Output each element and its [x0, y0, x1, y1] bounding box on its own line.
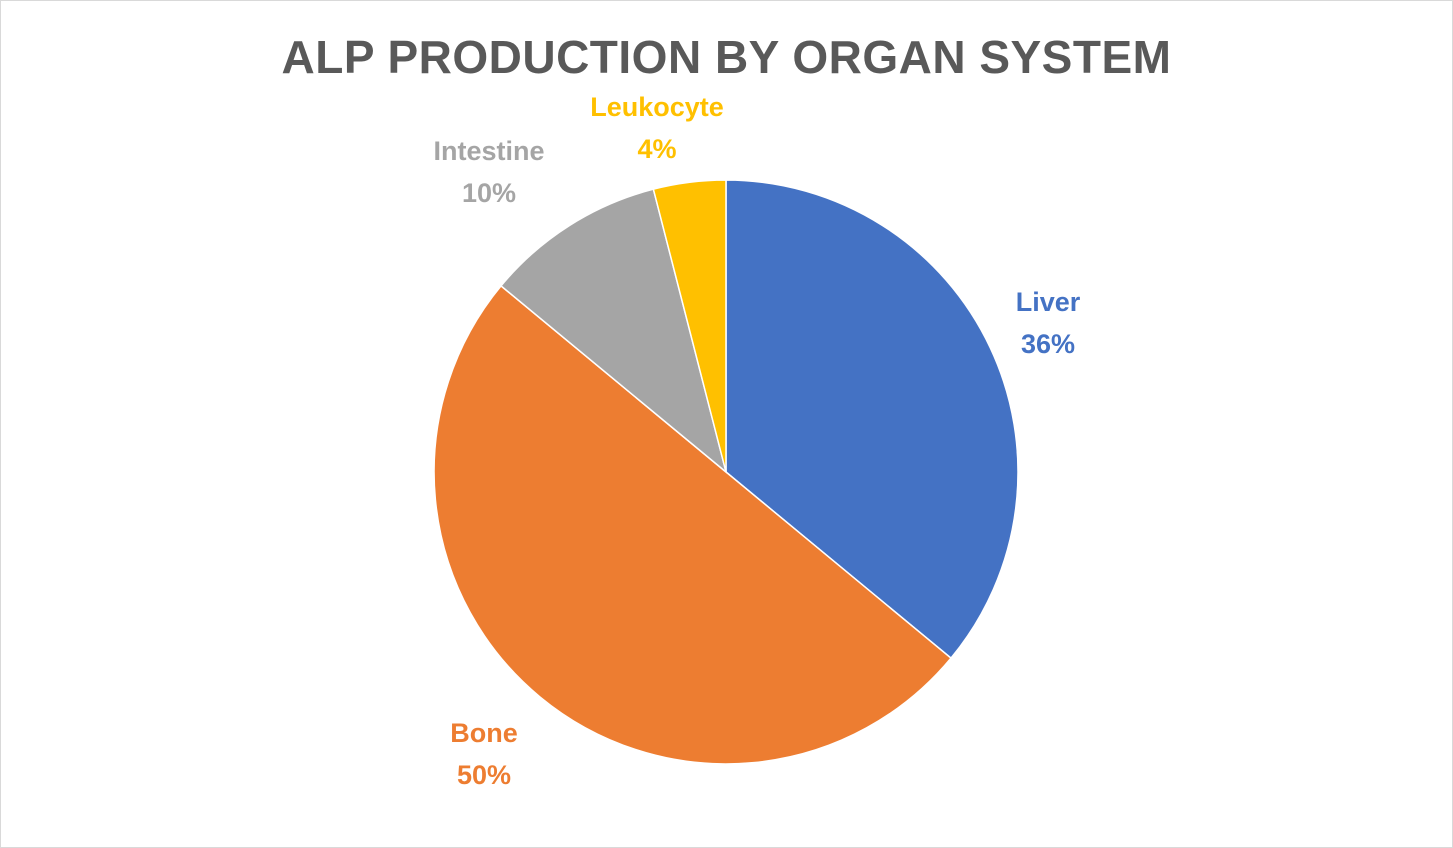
- slice-percent: 50%: [456, 760, 512, 790]
- slice-percent: 4%: [637, 134, 677, 164]
- chart-title: ALP PRODUCTION BY ORGAN SYSTEM: [281, 31, 1172, 83]
- slice-name: Bone: [450, 718, 518, 748]
- slice-label-liver: Liver 36%: [1016, 281, 1081, 365]
- pie-slice-liver: [725, 179, 1019, 660]
- slice-label-bone: Bone 50%: [450, 712, 518, 796]
- slice-name: Intestine: [433, 136, 545, 166]
- slice-name: Liver: [1015, 287, 1081, 317]
- slice-percent: 36%: [1020, 329, 1076, 359]
- slice-name: Leukocyte: [590, 92, 724, 122]
- pie-slices: [433, 179, 1019, 765]
- slice-label-leukocyte: Leukocyte 4%: [590, 86, 724, 170]
- pie-slice-intestine: [499, 188, 728, 475]
- pie-slice-leukocyte: [652, 179, 727, 473]
- slice-label-intestine: Intestine 10%: [433, 130, 544, 214]
- pie-slice-bone: [433, 284, 953, 765]
- slice-percent: 10%: [461, 178, 517, 208]
